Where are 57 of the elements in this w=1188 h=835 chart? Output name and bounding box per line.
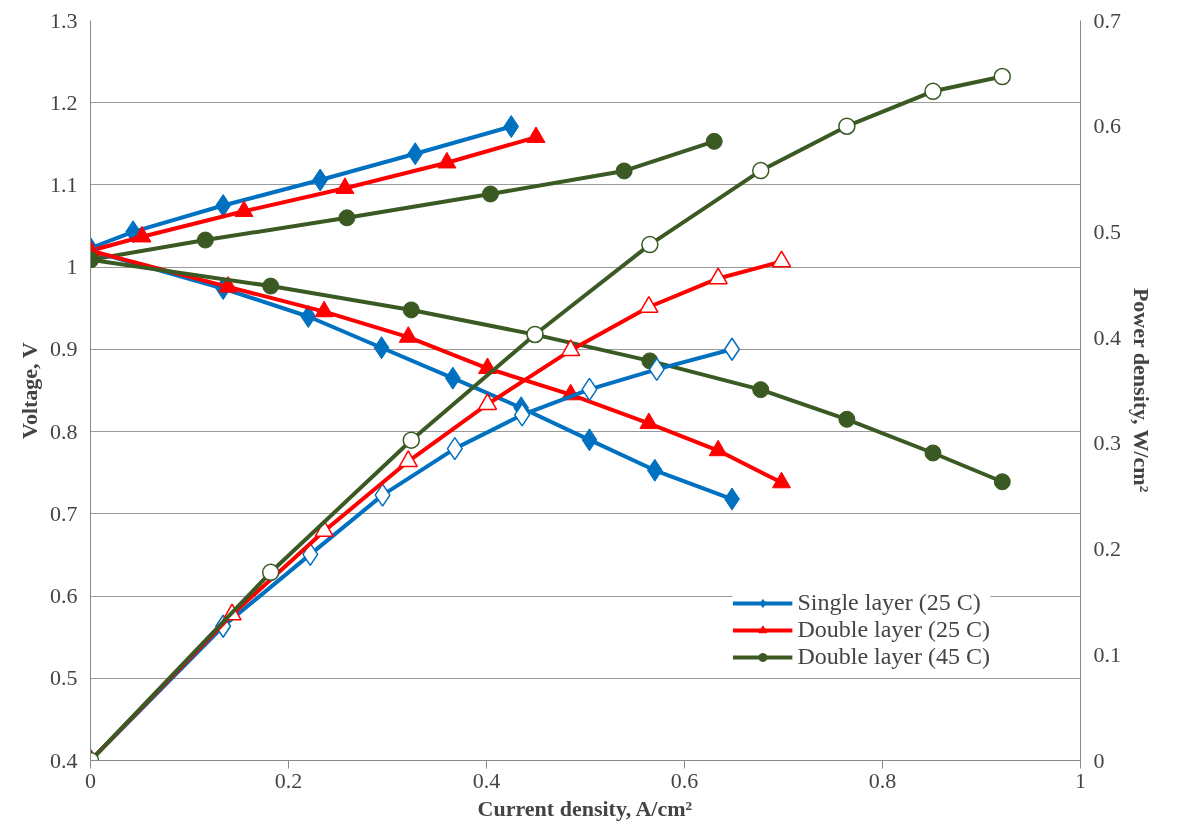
point [374,483,391,507]
y-tick-label: 0.9 [50,336,78,362]
y-tick-label: 1 [66,254,78,280]
point [641,235,659,254]
point [312,168,329,192]
y2-tick-label: 0.5 [1093,218,1121,244]
point [402,431,421,449]
y2-axis-title: Power density, W/cm² [1129,287,1154,493]
y-tick-label: 0.4 [50,747,78,773]
x-tick-label: 0 [85,767,96,793]
y-tick-label: 0.7 [50,500,78,526]
y2-tick-label: 0.1 [1093,641,1121,667]
y2-tick-label: 0.7 [1093,7,1121,33]
legend-label: Double layer (25 C) [797,616,990,643]
point [705,132,723,150]
y2-tick-label: 0.2 [1093,536,1121,562]
point [514,403,531,427]
point [196,231,214,249]
point [993,67,1012,86]
point [402,301,420,319]
y2-tick-label: 0.3 [1093,430,1121,456]
point [646,458,663,482]
point [723,337,741,362]
point [751,161,770,180]
point [407,142,424,166]
point [581,428,598,452]
x-tick-label: 1 [1075,767,1086,793]
point [615,162,633,180]
point [924,444,942,462]
legend-label: Double layer (45 C) [797,643,990,670]
y-tick-label: 0.8 [50,418,78,444]
legend-label: Single layer (25 C) [797,589,981,616]
y2-tick-label: 0.6 [1093,113,1121,139]
x-axis-title: Current density, A/cm² [477,795,693,821]
point [262,277,280,295]
point [752,381,770,399]
y2-tick-label: 0 [1093,747,1105,773]
point [373,336,390,360]
y-tick-label: 0.5 [50,665,78,691]
x-tick-label: 0.2 [274,767,303,793]
point [261,563,280,582]
x-tick-label: 0.8 [868,767,897,793]
x-tick-label: 0.4 [472,767,501,793]
point [481,185,499,203]
y-tick-label: 0.6 [50,583,78,609]
y-tick-label: 1.2 [50,89,78,115]
x-tick-label: 0.6 [670,767,699,793]
point [993,473,1011,491]
y-tick-label: 1.3 [50,7,78,33]
point [924,82,942,101]
point [838,410,856,428]
y-tick-label: 1.1 [50,171,78,197]
point [838,117,856,135]
point [338,209,356,227]
y-axis-title: Voltage, V [17,342,42,439]
y2-tick-label: 0.4 [1093,324,1121,350]
point [503,115,520,139]
